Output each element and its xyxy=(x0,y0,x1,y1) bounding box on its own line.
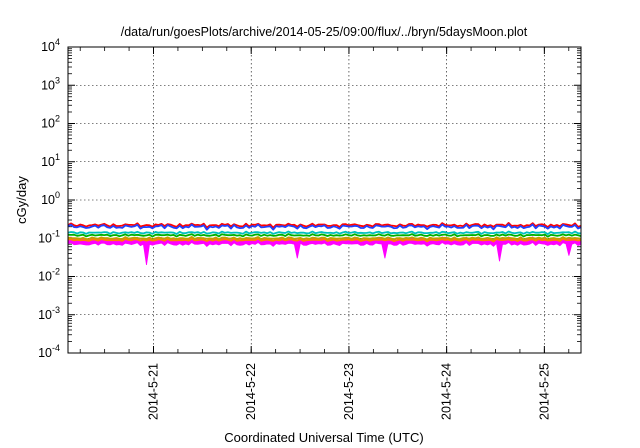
y-tick-label: 10-2 xyxy=(38,267,60,284)
y-tick-exponent: -3 xyxy=(52,305,60,315)
x-tick-label: 2014-5-25 xyxy=(537,363,551,420)
y-tick-label: 10-3 xyxy=(38,305,60,322)
y-tick-exponent: 4 xyxy=(55,37,60,47)
y-tick-label: 103 xyxy=(41,75,60,92)
series-line-1 xyxy=(67,237,582,243)
y-tick-base: 10 xyxy=(38,231,52,245)
y-tick-exponent: 0 xyxy=(55,190,60,200)
series-line-4 xyxy=(67,230,582,235)
y-tick-label: 100 xyxy=(41,190,60,207)
chart-title: /data/run/goesPlots/archive/2014-05-25/0… xyxy=(121,25,528,39)
y-tick-exponent: -4 xyxy=(52,343,60,353)
y-tick-exponent: 3 xyxy=(55,75,60,85)
x-tick-label: 2014-5-22 xyxy=(244,363,258,420)
y-tick-base: 10 xyxy=(41,117,55,131)
series-line-3 xyxy=(68,233,582,238)
y-tick-exponent: -2 xyxy=(52,267,60,277)
y-tick-exponent: 1 xyxy=(55,152,60,162)
y-tick-label: 101 xyxy=(41,152,60,169)
x-tick-label: 2014-5-23 xyxy=(342,363,356,420)
y-tick-base: 10 xyxy=(41,40,55,54)
y-tick-label: 102 xyxy=(41,114,60,131)
plot-frame xyxy=(67,46,582,354)
x-tick-labels: 2014-5-21 2014-5-22 2014-5-23 2014-5-24 2014… xyxy=(147,363,552,420)
y-tick-label: 104 xyxy=(41,37,60,54)
y-tick-base: 10 xyxy=(41,78,55,92)
y-tick-exponent: 2 xyxy=(55,114,60,124)
series-line-6 xyxy=(67,223,582,231)
y-tick-label: 10-4 xyxy=(38,343,60,360)
y-tick-base: 10 xyxy=(38,346,52,360)
axis-ticks xyxy=(68,46,581,354)
series-layer xyxy=(67,222,582,266)
y-axis-label: cGy/day xyxy=(14,176,29,224)
x-tick-label: 2014-5-24 xyxy=(440,363,454,420)
x-tick-label: 2014-5-21 xyxy=(147,363,161,420)
series-line-2 xyxy=(67,236,582,241)
y-tick-base: 10 xyxy=(38,270,52,284)
x-axis-label: Coordinated Universal Time (UTC) xyxy=(224,430,423,445)
y-tick-base: 10 xyxy=(38,308,52,322)
y-tick-exponent: -1 xyxy=(52,228,60,238)
y-tick-base: 10 xyxy=(41,155,55,169)
y-tick-label: 10-1 xyxy=(38,228,60,245)
y-tick-base: 10 xyxy=(41,193,55,207)
